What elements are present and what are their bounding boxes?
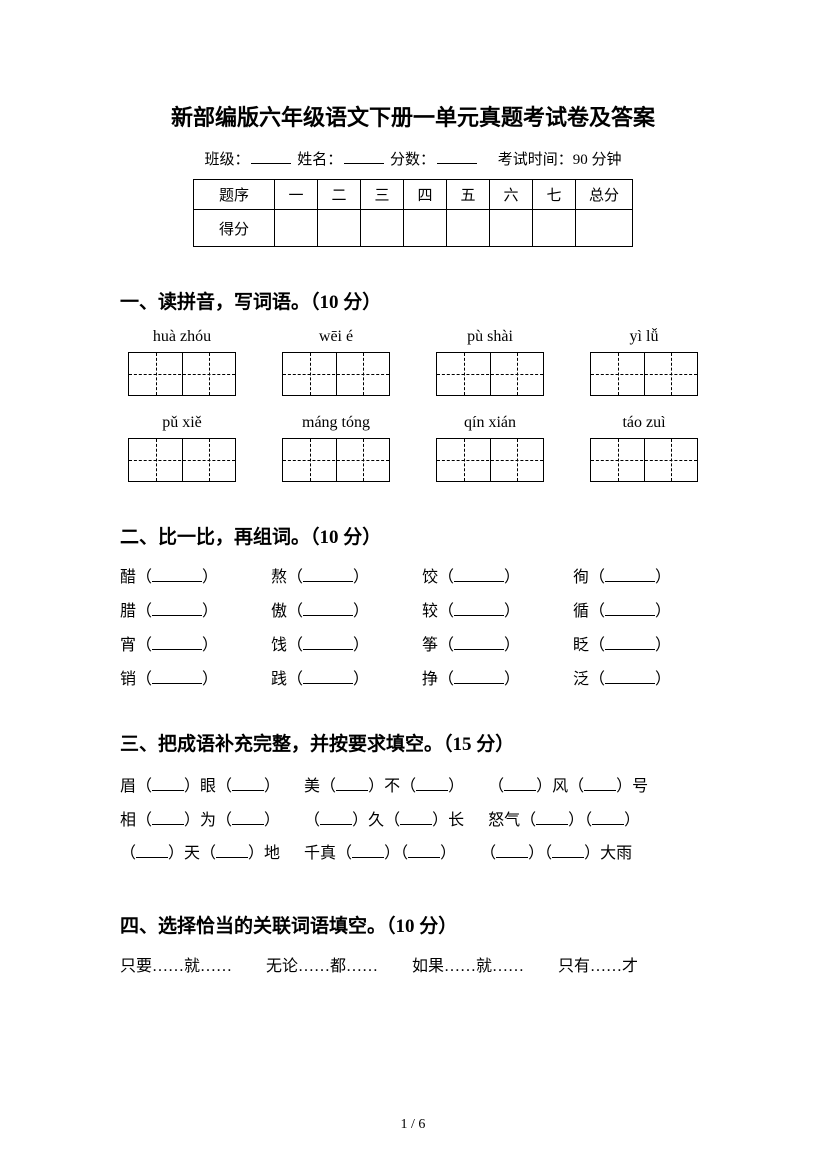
score-cell (404, 210, 447, 247)
pinyin-item: huà zhóu (128, 328, 236, 346)
idiom-item: 美（）不（） (304, 770, 464, 804)
char-box (590, 352, 698, 396)
pinyin-item: pǔ xiě (128, 414, 236, 432)
section-3-heading: 三、把成语补充完整，并按要求填空。（15 分） (120, 729, 706, 756)
section-4-heading: 四、选择恰当的关联词语填空。（10 分） (120, 911, 706, 938)
idiom-item: 相（）为（） (120, 804, 280, 838)
pair-cell: 徇（） (573, 563, 706, 587)
pinyin-row-2: pǔ xiě máng tóng qín xián táo zuì (120, 414, 706, 432)
idiom-item: 怒气（）（） (488, 804, 640, 838)
document-title: 新部编版六年级语文下册一单元真题考试卷及答案 (120, 100, 706, 132)
pair-cell: 挣（） (422, 665, 555, 689)
pair-cell: 饺（） (422, 563, 555, 587)
score-label: 分数： (390, 152, 435, 168)
score-th-label: 题序 (194, 180, 275, 210)
idiom-item: （）久（）长 (304, 804, 464, 838)
score-blank (437, 149, 477, 164)
pair-cell: 醋（） (120, 563, 253, 587)
pair-cell: 践（） (271, 665, 404, 689)
time-label: 考试时间：90 分钟 (498, 152, 622, 168)
pair-cell: 宵（） (120, 631, 253, 655)
idiom-lines: 眉（）眼（） 美（）不（） （）风（）号相（）为（） （）久（）长怒气（）（） （）天（… (120, 770, 706, 871)
score-cell (490, 210, 533, 247)
score-cell (275, 210, 318, 247)
char-box (436, 438, 544, 482)
pinyin-item: pù shài (436, 328, 544, 346)
score-cell (318, 210, 361, 247)
pinyin-item: máng tóng (282, 414, 390, 432)
conj-options: 只要……就…… 无论……都…… 如果……就…… 只有……才 (120, 952, 706, 976)
pair-cell: 饯（） (271, 631, 404, 655)
char-box (436, 352, 544, 396)
pair-cell: 傲（） (271, 597, 404, 621)
char-box (282, 352, 390, 396)
idiom-item: （）天（）地 (120, 837, 280, 871)
page: 新部编版六年级语文下册一单元真题考试卷及答案 班级： 姓名： 分数： 考试时间：… (0, 0, 826, 1169)
score-th-4: 四 (404, 180, 447, 210)
pair-cell: 眨（） (573, 631, 706, 655)
pair-cell: 较（） (422, 597, 555, 621)
score-cell (361, 210, 404, 247)
score-th-2: 二 (318, 180, 361, 210)
pinyin-item: qín xián (436, 414, 544, 432)
section-1: 一、读拼音，写词语。（10 分） huà zhóu wēi é pù shài … (120, 287, 706, 482)
score-th-5: 五 (447, 180, 490, 210)
score-row2-label: 得分 (194, 210, 275, 247)
info-line: 班级： 姓名： 分数： 考试时间：90 分钟 (120, 148, 706, 169)
pair-cell: 腊（） (120, 597, 253, 621)
score-table: 题序 一 二 三 四 五 六 七 总分 得分 (193, 179, 633, 247)
pair-cell: 循（） (573, 597, 706, 621)
page-number: 1 / 6 (0, 1117, 826, 1133)
char-box (128, 352, 236, 396)
char-box (128, 438, 236, 482)
pinyin-row-1: huà zhóu wēi é pù shài yì lǚ (120, 328, 706, 346)
score-th-1: 一 (275, 180, 318, 210)
conj-option: 只有……才 (558, 952, 638, 976)
score-th-3: 三 (361, 180, 404, 210)
section-3: 三、把成语补充完整，并按要求填空。（15 分） 眉（）眼（） 美（）不（） （）风（… (120, 729, 706, 871)
pinyin-item: wēi é (282, 328, 390, 346)
score-th-6: 六 (490, 180, 533, 210)
section-1-heading: 一、读拼音，写词语。（10 分） (120, 287, 706, 314)
boxes-row-2 (120, 438, 706, 482)
idiom-item: （）风（）号 (488, 770, 648, 804)
pair-cell: 熬（） (271, 563, 404, 587)
pair-cell: 销（） (120, 665, 253, 689)
idiom-item: 眉（）眼（） (120, 770, 280, 804)
conj-option: 无论……都…… (266, 952, 378, 976)
name-blank (344, 149, 384, 164)
score-table-header-row: 题序 一 二 三 四 五 六 七 总分 (194, 180, 633, 210)
pair-grid: 醋（） 熬（） 饺（） 徇（） 腊（） 傲（） 较（） 循（） 宵（） 饯（） 筝（） 眨（） 销（） 践… (120, 563, 706, 689)
pair-cell: 泛（） (573, 665, 706, 689)
conj-option: 只要……就…… (120, 952, 232, 976)
char-box (590, 438, 698, 482)
pair-cell: 筝（） (422, 631, 555, 655)
score-cell (576, 210, 633, 247)
section-4: 四、选择恰当的关联词语填空。（10 分） 只要……就…… 无论……都…… 如果…… (120, 911, 706, 976)
name-label: 姓名： (297, 152, 342, 168)
char-box (282, 438, 390, 482)
class-blank (251, 149, 291, 164)
score-th-total: 总分 (576, 180, 633, 210)
score-th-7: 七 (533, 180, 576, 210)
pinyin-item: táo zuì (590, 414, 698, 432)
class-label: 班级： (204, 152, 249, 168)
conj-option: 如果……就…… (412, 952, 524, 976)
score-cell (533, 210, 576, 247)
pinyin-item: yì lǚ (590, 328, 698, 346)
section-2: 二、比一比，再组词。（10 分） 醋（） 熬（） 饺（） 徇（） 腊（） 傲（） 较（） 循（… (120, 522, 706, 689)
idiom-item: （）（）大雨 (480, 837, 632, 871)
boxes-row-1 (120, 352, 706, 396)
section-2-heading: 二、比一比，再组词。（10 分） (120, 522, 706, 549)
idiom-item: 千真（）（） (304, 837, 456, 871)
score-table-value-row: 得分 (194, 210, 633, 247)
score-cell (447, 210, 490, 247)
